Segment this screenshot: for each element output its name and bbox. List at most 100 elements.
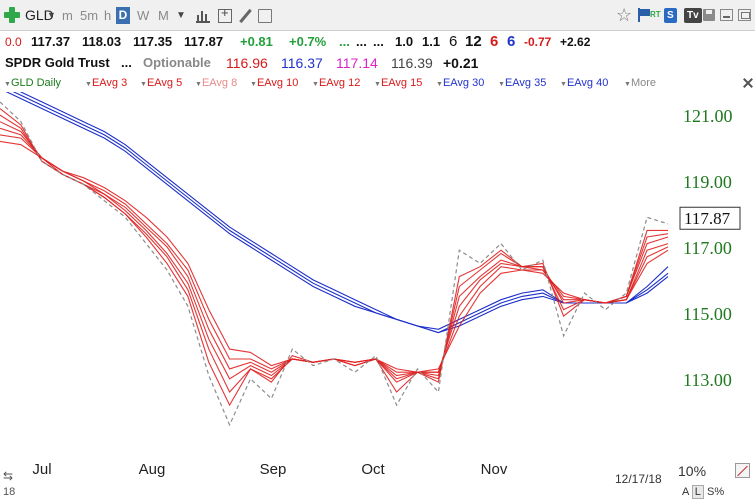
last-price-label: 117.87 (684, 209, 731, 228)
save-disk-icon[interactable] (703, 9, 715, 21)
quote-value-3: -0.77 (524, 35, 552, 49)
study-gld-daily[interactable]: ▼ GLD Daily (4, 74, 61, 94)
notes-icon[interactable] (258, 9, 272, 23)
study-eavg-40[interactable]: ▼ EAvg 40 (560, 74, 608, 94)
prev-change-value: 0.0 (5, 35, 22, 49)
series-line-eavg-40 (19, 92, 669, 334)
y-tick-label: 113.00 (683, 370, 732, 390)
quote-line: 0.0 117.37 118.03 117.35 117.87 +0.81 +0… (0, 31, 755, 53)
study-eavg-15[interactable]: ▼ EAvg 15 (374, 74, 422, 94)
scale-auto-button[interactable]: A (682, 486, 689, 498)
close-value: 117.87 (184, 34, 224, 49)
study-value-2: 116.37 (281, 55, 323, 71)
close-icon[interactable] (743, 78, 753, 88)
quote-dots-2: ... (356, 34, 367, 49)
x-tick-label: Oct (361, 461, 385, 478)
quote-dots-1: ... (339, 34, 350, 49)
scroll-arrows-icon[interactable]: ⇆ (3, 469, 14, 483)
y-tick-label: 115.00 (683, 304, 732, 324)
high-value: 118.03 (82, 34, 122, 49)
study-label: GLD Daily (10, 77, 62, 89)
add-study-icon[interactable] (218, 5, 232, 23)
scale-percent-button[interactable]: S% (706, 486, 725, 498)
series-line-price (0, 101, 669, 427)
study-label: EAvg 35 (504, 77, 547, 89)
optionable-label: Optionable (143, 55, 211, 70)
y-tick-label: 117.00 (683, 238, 732, 258)
x-tick-label: Nov (481, 461, 508, 478)
study-value-5: +0.21 (443, 55, 479, 71)
toolbar: GLD ▼ m 5m h D W M ▼ ☆ RT S Tv (0, 0, 755, 31)
study-label: EAvg 8 (201, 77, 238, 89)
series-line-eavg-10 (0, 127, 669, 377)
instrument-line: SPDR Gold Trust ... Optionable 116.96 11… (0, 53, 755, 73)
quote-value-4: +2.62 (560, 35, 591, 49)
interval-minute[interactable]: m (62, 8, 73, 23)
add-symbol-icon[interactable] (4, 7, 20, 23)
x-tick-label: Sep (260, 461, 287, 478)
scale-percent-label: 10% (678, 463, 707, 479)
study-eavg-35[interactable]: ▼ EAvg 35 (498, 74, 546, 94)
quote-value-1: 1.0 (395, 34, 414, 49)
y-tick-label: 121.00 (683, 106, 733, 126)
study-label: More (630, 77, 656, 89)
scale-toggle-icon[interactable] (735, 463, 750, 478)
study-label: EAvg 12 (318, 77, 361, 89)
quote-count-4: 6 (507, 33, 516, 50)
realtime-label: RT (650, 10, 661, 19)
maximize-icon[interactable] (738, 9, 751, 21)
quote-count-1: 6 (449, 33, 458, 50)
link-s-button[interactable]: S (664, 8, 677, 23)
x-tick-label: Jul (32, 461, 51, 478)
study-label: EAvg 40 (566, 77, 609, 89)
interval-dropdown-icon[interactable]: ▼ (176, 10, 186, 21)
quote-count-3: 6 (490, 33, 499, 50)
interval-weekly[interactable]: W (137, 8, 150, 23)
interval-daily[interactable]: D (116, 7, 130, 24)
study-label: EAvg 3 (91, 77, 128, 89)
scale-log-button[interactable]: L (691, 485, 704, 499)
series-line-eavg-5 (0, 114, 669, 393)
interval-hour[interactable]: h (104, 8, 112, 23)
series-line-eavg-15 (0, 140, 669, 373)
series-line-eavg-3 (0, 108, 668, 407)
study-eavg-3[interactable]: ▼ EAvg 3 (85, 74, 127, 94)
y-tick-label: 119.00 (683, 172, 732, 192)
bar-style-icon[interactable] (196, 9, 210, 23)
price-chart[interactable]: 121.00 119.00 117.00 115.00 113.00 117.87 Jul A… (0, 92, 755, 478)
change-percent-value: +0.7% (289, 34, 327, 49)
series-line-eavg-8 (0, 121, 669, 380)
study-eavg-5[interactable]: ▼ EAvg 5 (140, 74, 182, 94)
study-eavg-10[interactable]: ▼ EAvg 10 (250, 74, 298, 94)
study-eavg-12[interactable]: ▼ EAvg 12 (312, 74, 360, 94)
study-value-1: 116.96 (226, 55, 268, 71)
flag-icon[interactable] (637, 8, 651, 22)
study-more[interactable]: ▼ More (624, 74, 656, 94)
scale-buttons: A L S% (682, 485, 724, 499)
quote-count-2: 12 (465, 33, 482, 50)
study-legend: ▼ GLD Daily ▼ EAvg 3 ▼ EAvg 5 ▼ EAvg 8 ▼… (0, 74, 755, 92)
study-value-4: 116.39 (391, 55, 433, 71)
change-value: +0.81 (240, 34, 273, 49)
draw-tool-icon[interactable] (238, 9, 252, 23)
quote-value-2: 1.1 (422, 34, 441, 49)
study-value-3: 117.14 (336, 55, 378, 71)
symbol-label[interactable]: GLD (25, 7, 54, 23)
open-value: 117.37 (31, 34, 71, 49)
timeframe-18-label: 18 (3, 486, 16, 498)
last-price-box (679, 206, 741, 230)
study-eavg-8[interactable]: ▼ EAvg 8 (195, 74, 237, 94)
tv-button[interactable]: Tv (684, 8, 702, 23)
chevron-down-icon[interactable]: ▼ (47, 10, 56, 20)
interval-5-minute[interactable]: 5m (80, 8, 99, 23)
low-value: 117.35 (133, 34, 173, 49)
study-label: EAvg 15 (380, 77, 423, 89)
study-eavg-30[interactable]: ▼ EAvg 30 (436, 74, 484, 94)
study-label: EAvg 5 (146, 77, 183, 89)
interval-monthly[interactable]: M (158, 8, 169, 23)
quote-dots-3: ... (373, 34, 384, 49)
favorite-star-icon[interactable]: ☆ (616, 5, 633, 25)
minimize-icon[interactable] (720, 9, 733, 21)
study-label: EAvg 10 (256, 77, 299, 89)
